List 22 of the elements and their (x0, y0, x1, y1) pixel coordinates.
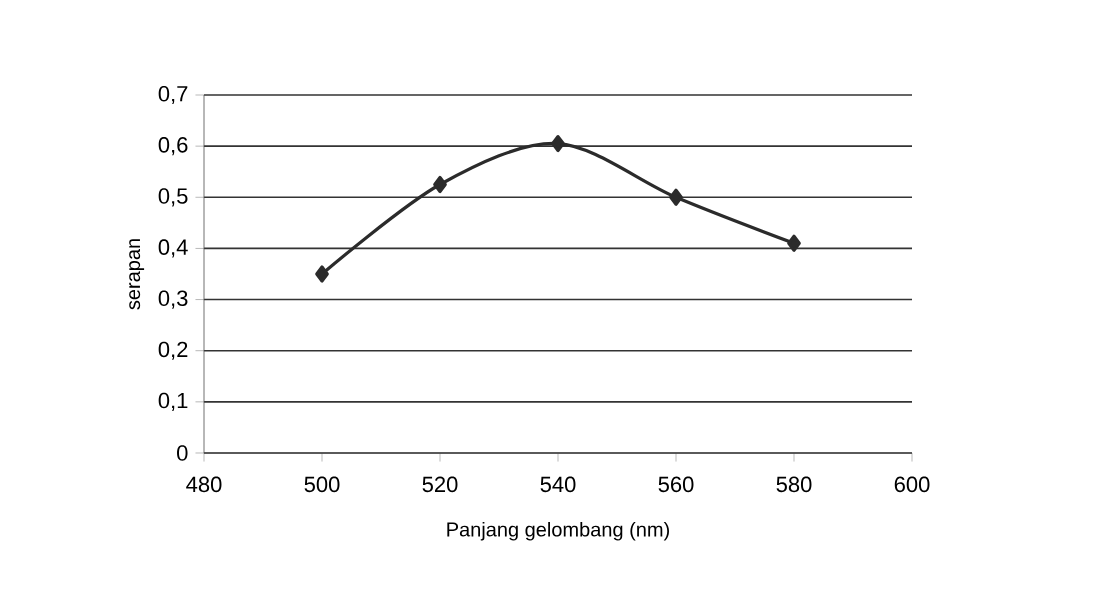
x-tick-label: 580 (776, 476, 812, 493)
x-tick-label: 500 (304, 476, 340, 493)
y-axis-title: serapan (129, 239, 145, 310)
x-tick-label: 540 (540, 476, 576, 493)
x-tick-label: 600 (894, 476, 930, 493)
point (669, 188, 683, 206)
point (787, 234, 801, 252)
x-axis-title: Panjang gelombang (nm) (447, 521, 669, 541)
y-tick-label: 0,5 (158, 188, 188, 207)
y-tick-label: 0 (177, 445, 188, 461)
point (433, 175, 447, 194)
y-tick-label: 0,2 (158, 341, 188, 360)
x-tick-label: 560 (658, 476, 694, 493)
point (551, 134, 565, 153)
y-tick-label: 0,4 (158, 239, 188, 258)
y-tick-label: 0,3 (158, 290, 188, 309)
point (315, 265, 329, 283)
x-tick-label: 480 (186, 476, 222, 493)
y-tick-label: 0,6 (158, 137, 188, 156)
y-tick-label: 0,7 (158, 85, 188, 105)
y-tick-label: 0,1 (158, 392, 188, 411)
x-tick-label: 520 (422, 476, 458, 493)
